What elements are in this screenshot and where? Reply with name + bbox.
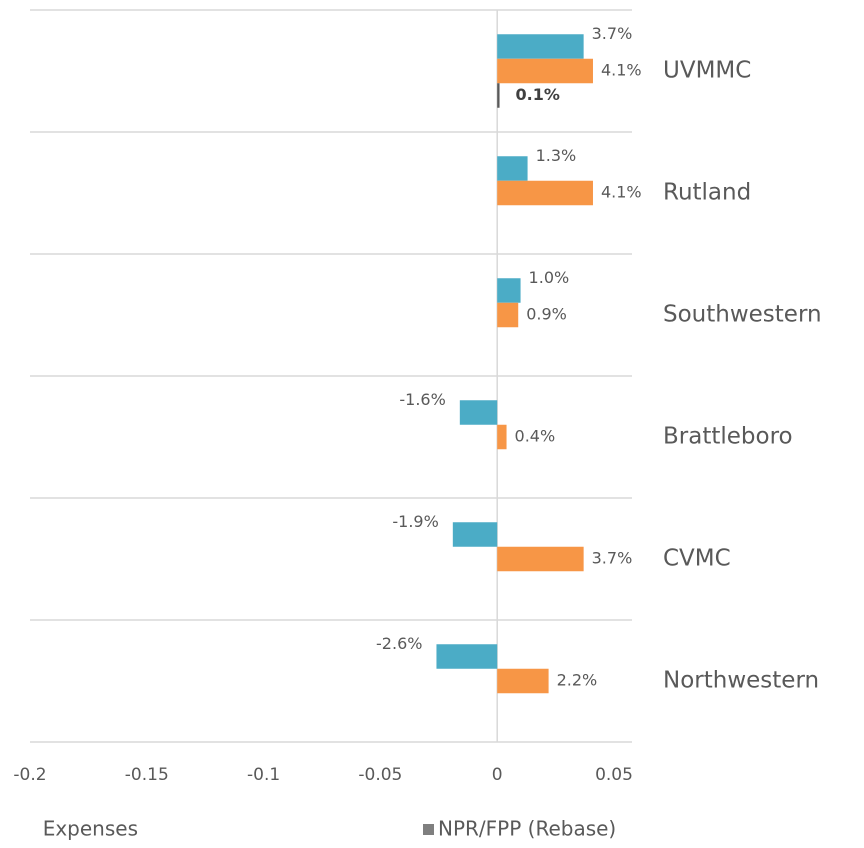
bar bbox=[497, 546, 584, 572]
legend-label: Expenses bbox=[43, 817, 138, 841]
legend-swatch bbox=[423, 824, 434, 835]
value-label: 0.4% bbox=[515, 427, 556, 446]
value-label: 1.0% bbox=[529, 268, 570, 287]
bar bbox=[497, 668, 549, 694]
value-label: 4.1% bbox=[601, 61, 642, 80]
x-tick-label: -0.2 bbox=[13, 765, 46, 785]
bar bbox=[497, 424, 507, 450]
value-label: 2.2% bbox=[557, 671, 598, 690]
value-label: 3.7% bbox=[592, 24, 633, 43]
value-label: -1.9% bbox=[392, 512, 438, 531]
x-tick-label: -0.15 bbox=[125, 765, 169, 785]
bar bbox=[497, 83, 500, 108]
legend-label: NPR/FPP (Rebase) bbox=[438, 817, 616, 841]
bar bbox=[497, 156, 528, 181]
bar bbox=[497, 278, 521, 303]
value-label: 1.3% bbox=[536, 146, 577, 165]
bar bbox=[497, 34, 584, 59]
bar bbox=[497, 302, 519, 328]
value-label: 0.9% bbox=[526, 305, 567, 324]
category-label: UVMMC bbox=[663, 58, 751, 84]
x-tick-label: 0 bbox=[492, 765, 503, 785]
bar bbox=[452, 522, 498, 547]
x-tick-label: -0.1 bbox=[247, 765, 280, 785]
value-label: 3.7% bbox=[592, 549, 633, 568]
bar bbox=[436, 644, 498, 669]
category-label: Northwestern bbox=[663, 668, 819, 694]
value-label: 0.1% bbox=[516, 85, 560, 104]
category-label: CVMC bbox=[663, 546, 731, 572]
x-tick-label: -0.05 bbox=[358, 765, 402, 785]
category-label: Southwestern bbox=[663, 302, 822, 328]
value-label: -2.6% bbox=[376, 634, 422, 653]
value-label: 4.1% bbox=[601, 183, 642, 202]
value-label: -1.6% bbox=[399, 390, 445, 409]
category-label: Rutland bbox=[663, 180, 751, 206]
category-label: Brattleboro bbox=[663, 424, 793, 450]
bar bbox=[497, 180, 593, 206]
x-tick-label: 0.05 bbox=[595, 765, 633, 785]
bar bbox=[459, 400, 498, 425]
bar bbox=[497, 58, 593, 84]
